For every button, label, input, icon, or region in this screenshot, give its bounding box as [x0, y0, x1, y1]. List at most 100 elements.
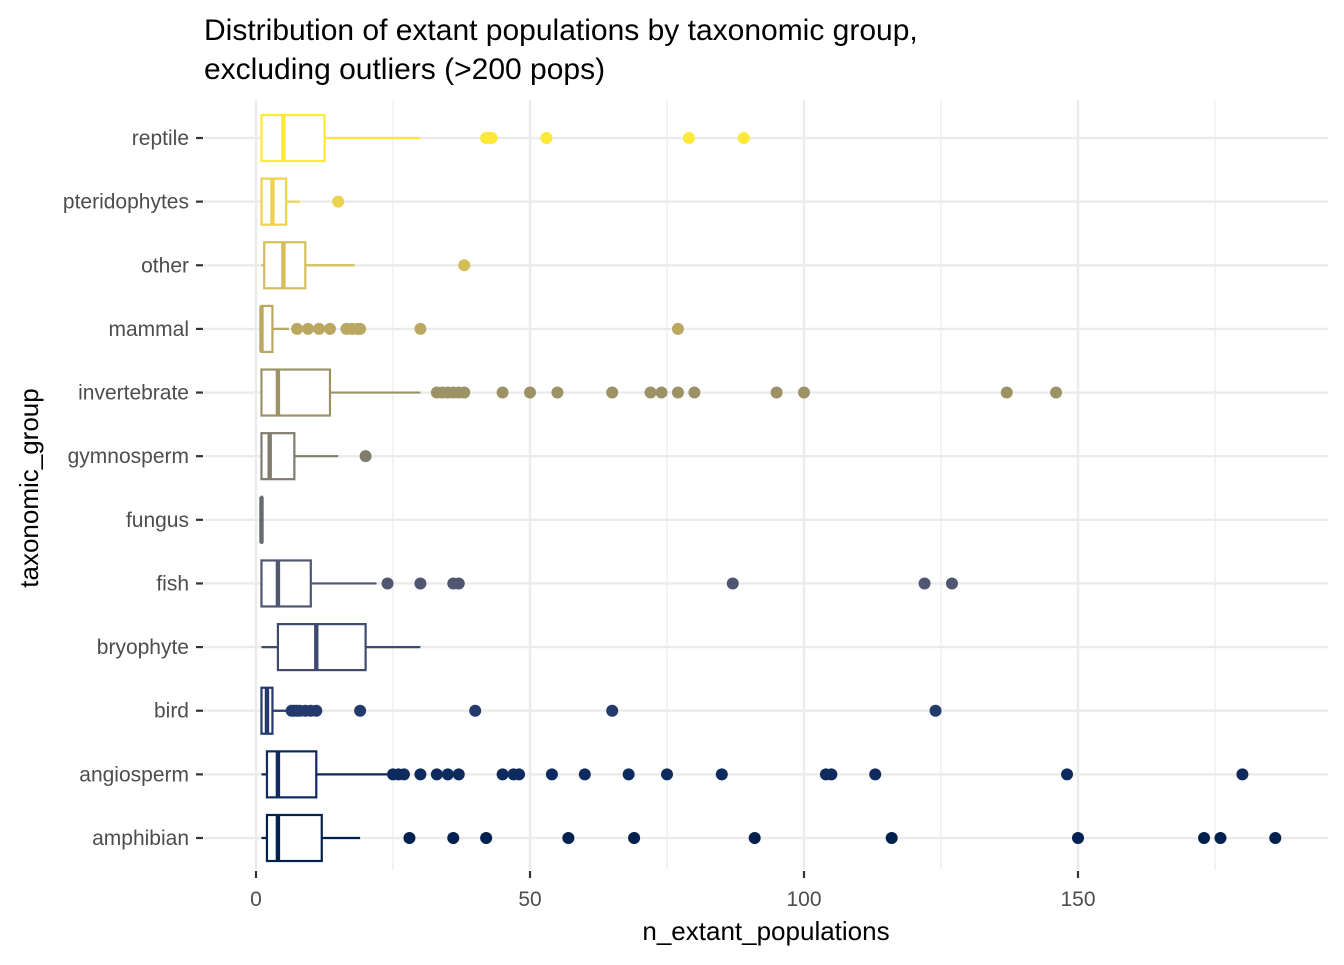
y-tick-label: mammal [108, 318, 189, 341]
outlier-point [1050, 386, 1063, 399]
outlier-point [655, 386, 668, 399]
chart-title-line-1: Distribution of extant populations by ta… [204, 14, 918, 47]
boxplot-bird [260, 686, 942, 735]
outlier-point [1072, 832, 1084, 844]
outlier-point [885, 832, 898, 844]
grid-layer [204, 100, 1328, 870]
outlier-point [540, 132, 553, 144]
box [276, 622, 367, 672]
outlier-point [310, 704, 323, 717]
outlier-point [1000, 386, 1013, 399]
outlier-point [313, 322, 326, 335]
outlier-point [291, 322, 304, 335]
outlier-point [381, 577, 394, 590]
boxplot-fungus [259, 495, 264, 544]
boxplot-mammal [259, 304, 684, 354]
box [260, 113, 326, 163]
boxplot-bryophyte [261, 622, 421, 672]
outlier-point [458, 386, 471, 399]
outlier-point [496, 768, 509, 781]
boxplot-reptile [260, 113, 750, 163]
outlier-point [323, 322, 336, 335]
outlier-point [737, 132, 750, 144]
outlier-point [945, 577, 958, 590]
outlier-point [452, 577, 465, 590]
outlier-point [578, 768, 591, 781]
outlier-point [414, 577, 427, 590]
outlier-point [671, 386, 684, 399]
outlier-point [441, 768, 454, 781]
boxplot-fish [260, 559, 958, 608]
boxplot-invertebrate [260, 368, 1063, 417]
outlier-point [688, 386, 701, 399]
axis-layer: reptile pteridophytes other mammal invertebr… [63, 127, 1096, 911]
x-tick-label: 0 [250, 888, 262, 911]
outlier-point [513, 768, 526, 781]
outlier-point [354, 704, 367, 717]
outlier-point [715, 768, 728, 781]
outlier-point [1061, 768, 1074, 781]
outlier-point [496, 386, 509, 399]
outlier-point [671, 322, 684, 335]
y-axis-title: taxonomic_group [14, 388, 44, 587]
outlier-point [1269, 832, 1282, 844]
y-tick-label: invertebrate [78, 382, 189, 405]
y-tick-label: angiosperm [79, 763, 189, 786]
outlier-point [551, 386, 564, 399]
outlier-point [748, 832, 761, 844]
boxplot-amphibian [261, 813, 1282, 863]
box [260, 432, 296, 481]
outlier-point [798, 386, 810, 399]
outlier-point [485, 132, 498, 144]
x-tick-label: 50 [518, 888, 541, 911]
marks-layer [259, 113, 1282, 863]
outlier-point [403, 832, 416, 844]
boxplot-angiosperm [261, 750, 1249, 799]
y-tick-label: fungus [126, 509, 189, 532]
boxplot-pteridophytes [260, 177, 345, 226]
y-tick-label: fish [156, 572, 189, 595]
boxplot-other [261, 241, 471, 290]
outlier-point [430, 768, 443, 781]
outlier-point [606, 704, 619, 717]
outlier-point [469, 704, 482, 717]
outlier-point [929, 704, 942, 717]
outlier-point [869, 768, 882, 781]
outlier-point [682, 132, 695, 144]
outlier-point [1214, 832, 1227, 844]
y-tick-label: pteridophytes [63, 191, 189, 214]
outlier-point [332, 195, 345, 208]
outlier-point [354, 322, 367, 335]
outlier-point [918, 577, 931, 590]
box [260, 559, 312, 608]
outlier-point [524, 386, 536, 399]
box [265, 750, 318, 799]
outlier-point [1198, 832, 1211, 844]
y-tick-label: reptile [132, 127, 189, 150]
outlier-point [545, 768, 558, 781]
y-tick-label: bird [154, 700, 189, 723]
y-tick-label: gymnosperm [68, 445, 189, 468]
outlier-point [644, 386, 657, 399]
box [265, 813, 323, 863]
outlier-point [825, 768, 838, 781]
x-tick-label: 100 [786, 888, 821, 911]
outlier-point [414, 322, 427, 335]
y-tick-label: other [141, 254, 189, 277]
outlier-point [447, 832, 460, 844]
outlier-point [1236, 768, 1249, 781]
boxplot-gymnosperm [260, 432, 372, 481]
y-tick-label: amphibian [92, 827, 189, 850]
outlier-point [606, 386, 619, 399]
outlier-point [397, 768, 410, 781]
y-tick-label: bryophyte [97, 636, 189, 659]
outlier-point [622, 768, 635, 781]
outlier-point [458, 259, 471, 272]
outlier-point [726, 577, 739, 590]
outlier-point [628, 832, 641, 844]
outlier-point [452, 768, 465, 781]
outlier-point [414, 768, 427, 781]
x-tick-label: 150 [1060, 888, 1095, 911]
box [260, 368, 332, 417]
